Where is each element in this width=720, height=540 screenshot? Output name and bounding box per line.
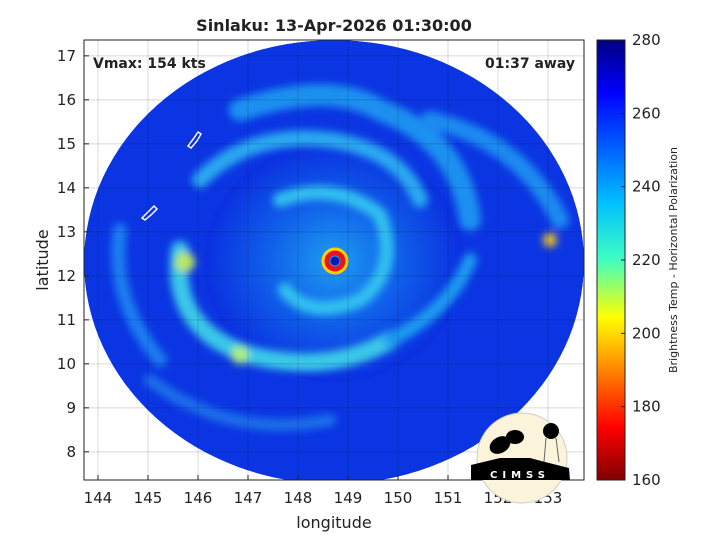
eyewall — [324, 250, 346, 272]
y-tick-label: 14 — [57, 179, 76, 197]
colorbar-tick-label: 220 — [632, 251, 661, 269]
x-tick-label: 144 — [84, 489, 113, 507]
x-tick-label: 147 — [234, 489, 263, 507]
colorbar-tick-label: 260 — [632, 104, 661, 122]
colorbar-label: Brightness Temp - Horizontal Polarizatio… — [667, 147, 680, 373]
vmax-label: Vmax: 154 kts — [93, 56, 206, 72]
x-tick-label: 146 — [184, 489, 213, 507]
axes-box — [83, 39, 585, 481]
y-tick-label: 9 — [66, 399, 76, 417]
y-tick-label: 8 — [66, 443, 76, 461]
colorbar-tick-label: 280 — [632, 31, 661, 49]
colorbar — [596, 39, 626, 481]
y-tick-label: 10 — [57, 355, 76, 373]
island-outline — [186, 130, 202, 149]
colorbar-tick-label: 240 — [632, 178, 661, 196]
y-tick-label: 13 — [57, 223, 76, 241]
time-away-label: 01:37 away — [485, 56, 575, 72]
island-outline — [140, 204, 159, 221]
y-tick-label: 11 — [57, 311, 76, 329]
y-tick-label: 12 — [57, 267, 76, 285]
cimss-logo: CIMSS — [471, 412, 570, 504]
x-tick-label: 149 — [334, 489, 363, 507]
colorbar-tick-label: 200 — [632, 324, 661, 342]
eyewall-outer — [321, 247, 349, 275]
x-tick-label: 145 — [134, 489, 163, 507]
x-tick-label: 151 — [434, 489, 463, 507]
colorbar-ticks: 160 180 200 220 240 260 280 — [621, 31, 661, 489]
y-axis-label: latitude — [33, 229, 52, 290]
y-tick-label: 17 — [57, 47, 76, 65]
x-tick-label: 148 — [284, 489, 313, 507]
y-tick-label: 15 — [57, 135, 76, 153]
x-axis-label: longitude — [296, 513, 371, 532]
logo-text: CIMSS — [490, 470, 550, 481]
colorbar-tick-label: 180 — [632, 398, 661, 416]
x-tick-label: 150 — [384, 489, 413, 507]
chart-title: Sinlaku: 13-Apr-2026 01:30:00 — [196, 16, 472, 35]
y-tick-label: 16 — [57, 91, 76, 109]
colorbar-tick-label: 160 — [632, 471, 661, 489]
y-axis: 8 9 10 11 12 13 14 15 16 17 — [57, 47, 89, 461]
grid — [84, 40, 584, 480]
eye — [330, 256, 340, 266]
microwave-image — [84, 40, 584, 480]
